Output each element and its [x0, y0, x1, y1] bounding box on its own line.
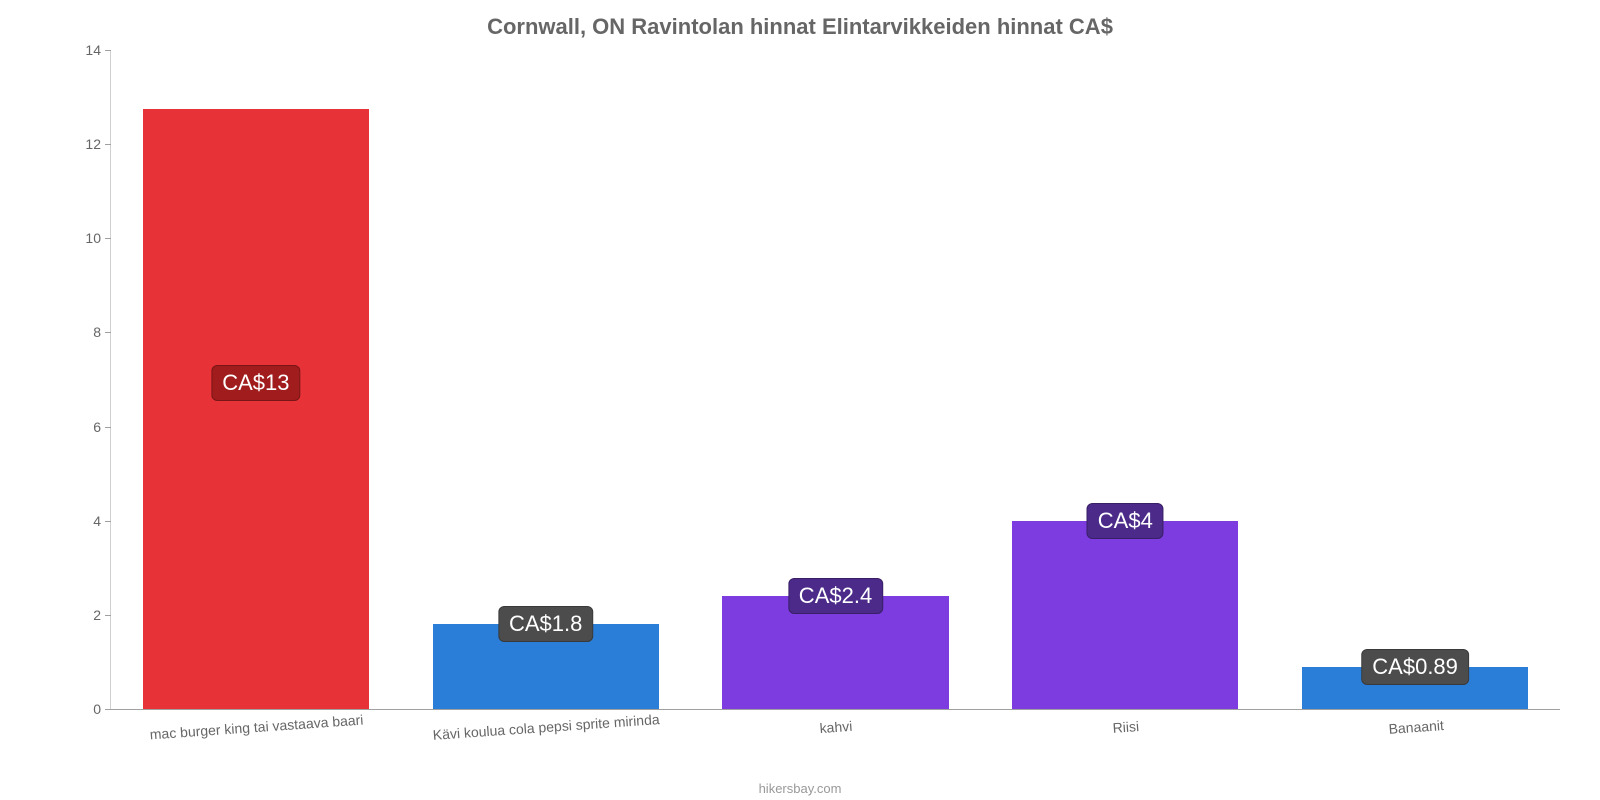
x-tick-label: kahvi: [819, 718, 853, 736]
y-tick-label: 0: [61, 701, 101, 717]
bar-value-label: CA$0.89: [1361, 649, 1469, 685]
source-text: hikersbay.com: [0, 781, 1600, 796]
y-tick-label: 12: [61, 136, 101, 152]
chart-area: 02468101214CA$13mac burger king tai vast…: [110, 50, 1560, 710]
y-tick-label: 6: [61, 419, 101, 435]
chart-title: Cornwall, ON Ravintolan hinnat Elintarvi…: [0, 0, 1600, 40]
bar-value-label: CA$2.4: [788, 578, 883, 614]
bar-value-label: CA$13: [211, 365, 300, 401]
plot-region: 02468101214CA$13mac burger king tai vast…: [110, 50, 1560, 710]
y-tick-label: 10: [61, 230, 101, 246]
x-tick-label: Kävi koulua cola pepsi sprite mirinda: [432, 711, 660, 743]
y-tick-label: 14: [61, 42, 101, 58]
bar: [1012, 521, 1238, 709]
x-tick-label: mac burger king tai vastaava baari: [149, 712, 364, 743]
bar-value-label: CA$1.8: [498, 606, 593, 642]
y-tick-label: 4: [61, 513, 101, 529]
y-tick-label: 2: [61, 607, 101, 623]
bar: [143, 109, 369, 709]
x-tick-label: Banaanit: [1388, 717, 1444, 737]
x-tick-label: Riisi: [1112, 718, 1140, 736]
y-tick-label: 8: [61, 324, 101, 340]
bar-value-label: CA$4: [1087, 503, 1164, 539]
